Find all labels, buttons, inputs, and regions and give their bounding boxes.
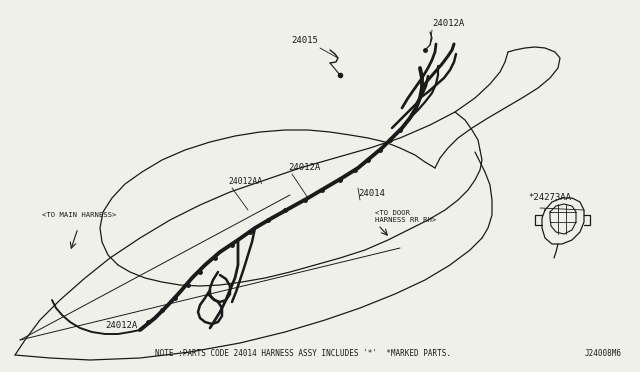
Text: 24014: 24014 <box>358 189 385 198</box>
Text: *24273AA: *24273AA <box>528 193 571 202</box>
Text: 24012A: 24012A <box>105 321 137 330</box>
Text: J24008M6: J24008M6 <box>585 349 622 358</box>
Text: 24012AA: 24012AA <box>228 177 262 186</box>
Text: <TO MAIN HARNESS>: <TO MAIN HARNESS> <box>42 212 116 218</box>
Text: 24012A: 24012A <box>288 163 320 172</box>
Text: 24015: 24015 <box>291 36 318 45</box>
Text: <TO DOOR
HARNESS RR RH>: <TO DOOR HARNESS RR RH> <box>375 210 436 223</box>
Text: 24012A: 24012A <box>432 19 464 28</box>
Text: NOTE :PARTS CODE 24014 HARNESS ASSY INCLUDES '*'  *MARKED PARTS.: NOTE :PARTS CODE 24014 HARNESS ASSY INCL… <box>155 349 451 358</box>
